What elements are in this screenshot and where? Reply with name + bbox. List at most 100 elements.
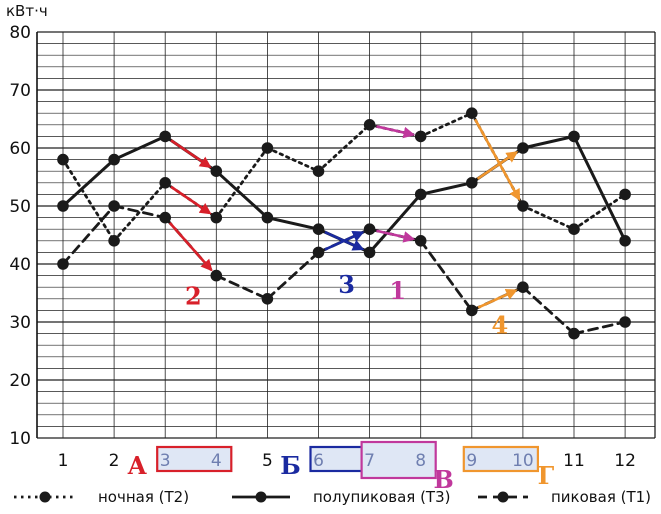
annotation-label: 2 [185,282,202,311]
annotation-arrows: 1 2 3 4 [168,118,521,340]
series-segment [265,146,320,173]
series-segment [572,192,627,231]
annotation-label: 3 [338,270,355,299]
box-letter: Б [280,451,301,480]
data-point [363,223,376,235]
x-tick-label: 1 [58,451,69,471]
series-segment [61,204,116,266]
legend-item-3: пиковая (Т1) [478,488,651,506]
series-segment [521,285,576,336]
annotation-arrow [170,185,212,215]
month-box-4 [462,445,539,473]
series-segment [214,274,269,301]
annotation-arrow [324,230,365,251]
series-segment [419,239,474,312]
data-point [57,200,69,212]
y-tick-label: 40 [9,255,31,275]
box-letter: В [434,465,454,494]
month-boxes: А Б В Г [127,440,555,494]
series-segment [61,158,116,243]
y-axis-ticks: 10 20 30 40 50 60 70 80 [9,23,31,449]
x-tick-label: 8 [415,451,426,471]
data-point [517,142,529,154]
series-1 [57,107,631,247]
data-point [517,281,529,294]
y-tick-label: 20 [9,371,31,391]
data-point [108,153,120,166]
x-tick-label: 2 [109,451,120,471]
data-point [57,258,69,270]
series-segment [419,181,474,196]
series-segment [112,134,167,162]
annotation-label: 4 [492,311,509,340]
annotation-label: 1 [389,276,406,305]
data-point [210,269,223,282]
series-segment [317,123,372,173]
legend: ночная (Т2) полупиковая (Т3) пиковая (Т1) [14,488,651,506]
y-tick-label: 80 [9,23,31,43]
legend-label: полупиковая (Т3) [313,488,450,506]
x-tick-label: 6 [313,451,324,471]
box-letter: А [127,451,147,480]
data-point [466,304,478,317]
data-point [312,223,325,235]
x-tick-label: 12 [614,451,636,471]
series-segment [572,134,627,243]
series-segment [61,158,116,208]
annotation-3: 3 [324,230,365,299]
annotation-1: 1 [376,125,416,305]
legend-item-1: ночная (Т2) [14,488,189,506]
y-tick-label: 60 [9,139,31,159]
data-point [108,200,120,212]
legend-swatch-point [497,491,509,503]
legend-swatch-point [39,491,51,503]
series-segment [265,216,320,231]
series-segment [265,250,320,301]
data-point [108,235,120,247]
series-segment [368,192,423,254]
box-letter: Г [538,461,555,490]
annotation-2: 2 [168,139,213,311]
y-axis-unit: кВт·ч [6,2,48,20]
data-point [568,223,580,235]
data-point [159,177,171,189]
data-point [261,293,274,305]
month-box-1 [156,445,233,473]
y-tick-label: 70 [9,81,31,101]
annotation-arrow [474,118,521,202]
series-segment [112,204,167,220]
series-segment [521,134,576,150]
data-point [159,211,171,224]
month-box-3 [360,440,437,480]
y-tick-label: 30 [9,313,31,333]
data-point [466,177,478,189]
series-segment [214,169,269,220]
data-point [312,246,325,259]
data-point [568,130,580,143]
data-point [261,211,274,224]
x-axis-ticks: 1 2 3 4 5 6 7 8 9 10 11 12 [58,451,636,471]
series-segment [112,181,167,243]
annotation-arrow [170,139,212,169]
legend-swatch-point [255,491,267,503]
data-point [159,130,171,143]
annotation-arrow [376,125,416,139]
data-point [619,235,631,247]
x-tick-label: 3 [160,451,171,471]
data-point [57,153,69,166]
annotation-arrow [476,151,519,180]
data-point [414,130,427,143]
data-point [414,235,427,247]
annotation-4: 4 [474,118,521,340]
data-point [568,327,580,340]
series-segment [419,111,474,138]
legend-label: ночная (Т2) [98,488,189,506]
annotation-arrow [477,289,518,309]
data-point [210,165,223,177]
data-point [619,188,631,201]
annotation-arrow [168,221,213,272]
data-point [363,246,376,259]
legend-label: пиковая (Т1) [551,488,651,506]
data-point [363,119,376,131]
series-lines [57,107,631,340]
